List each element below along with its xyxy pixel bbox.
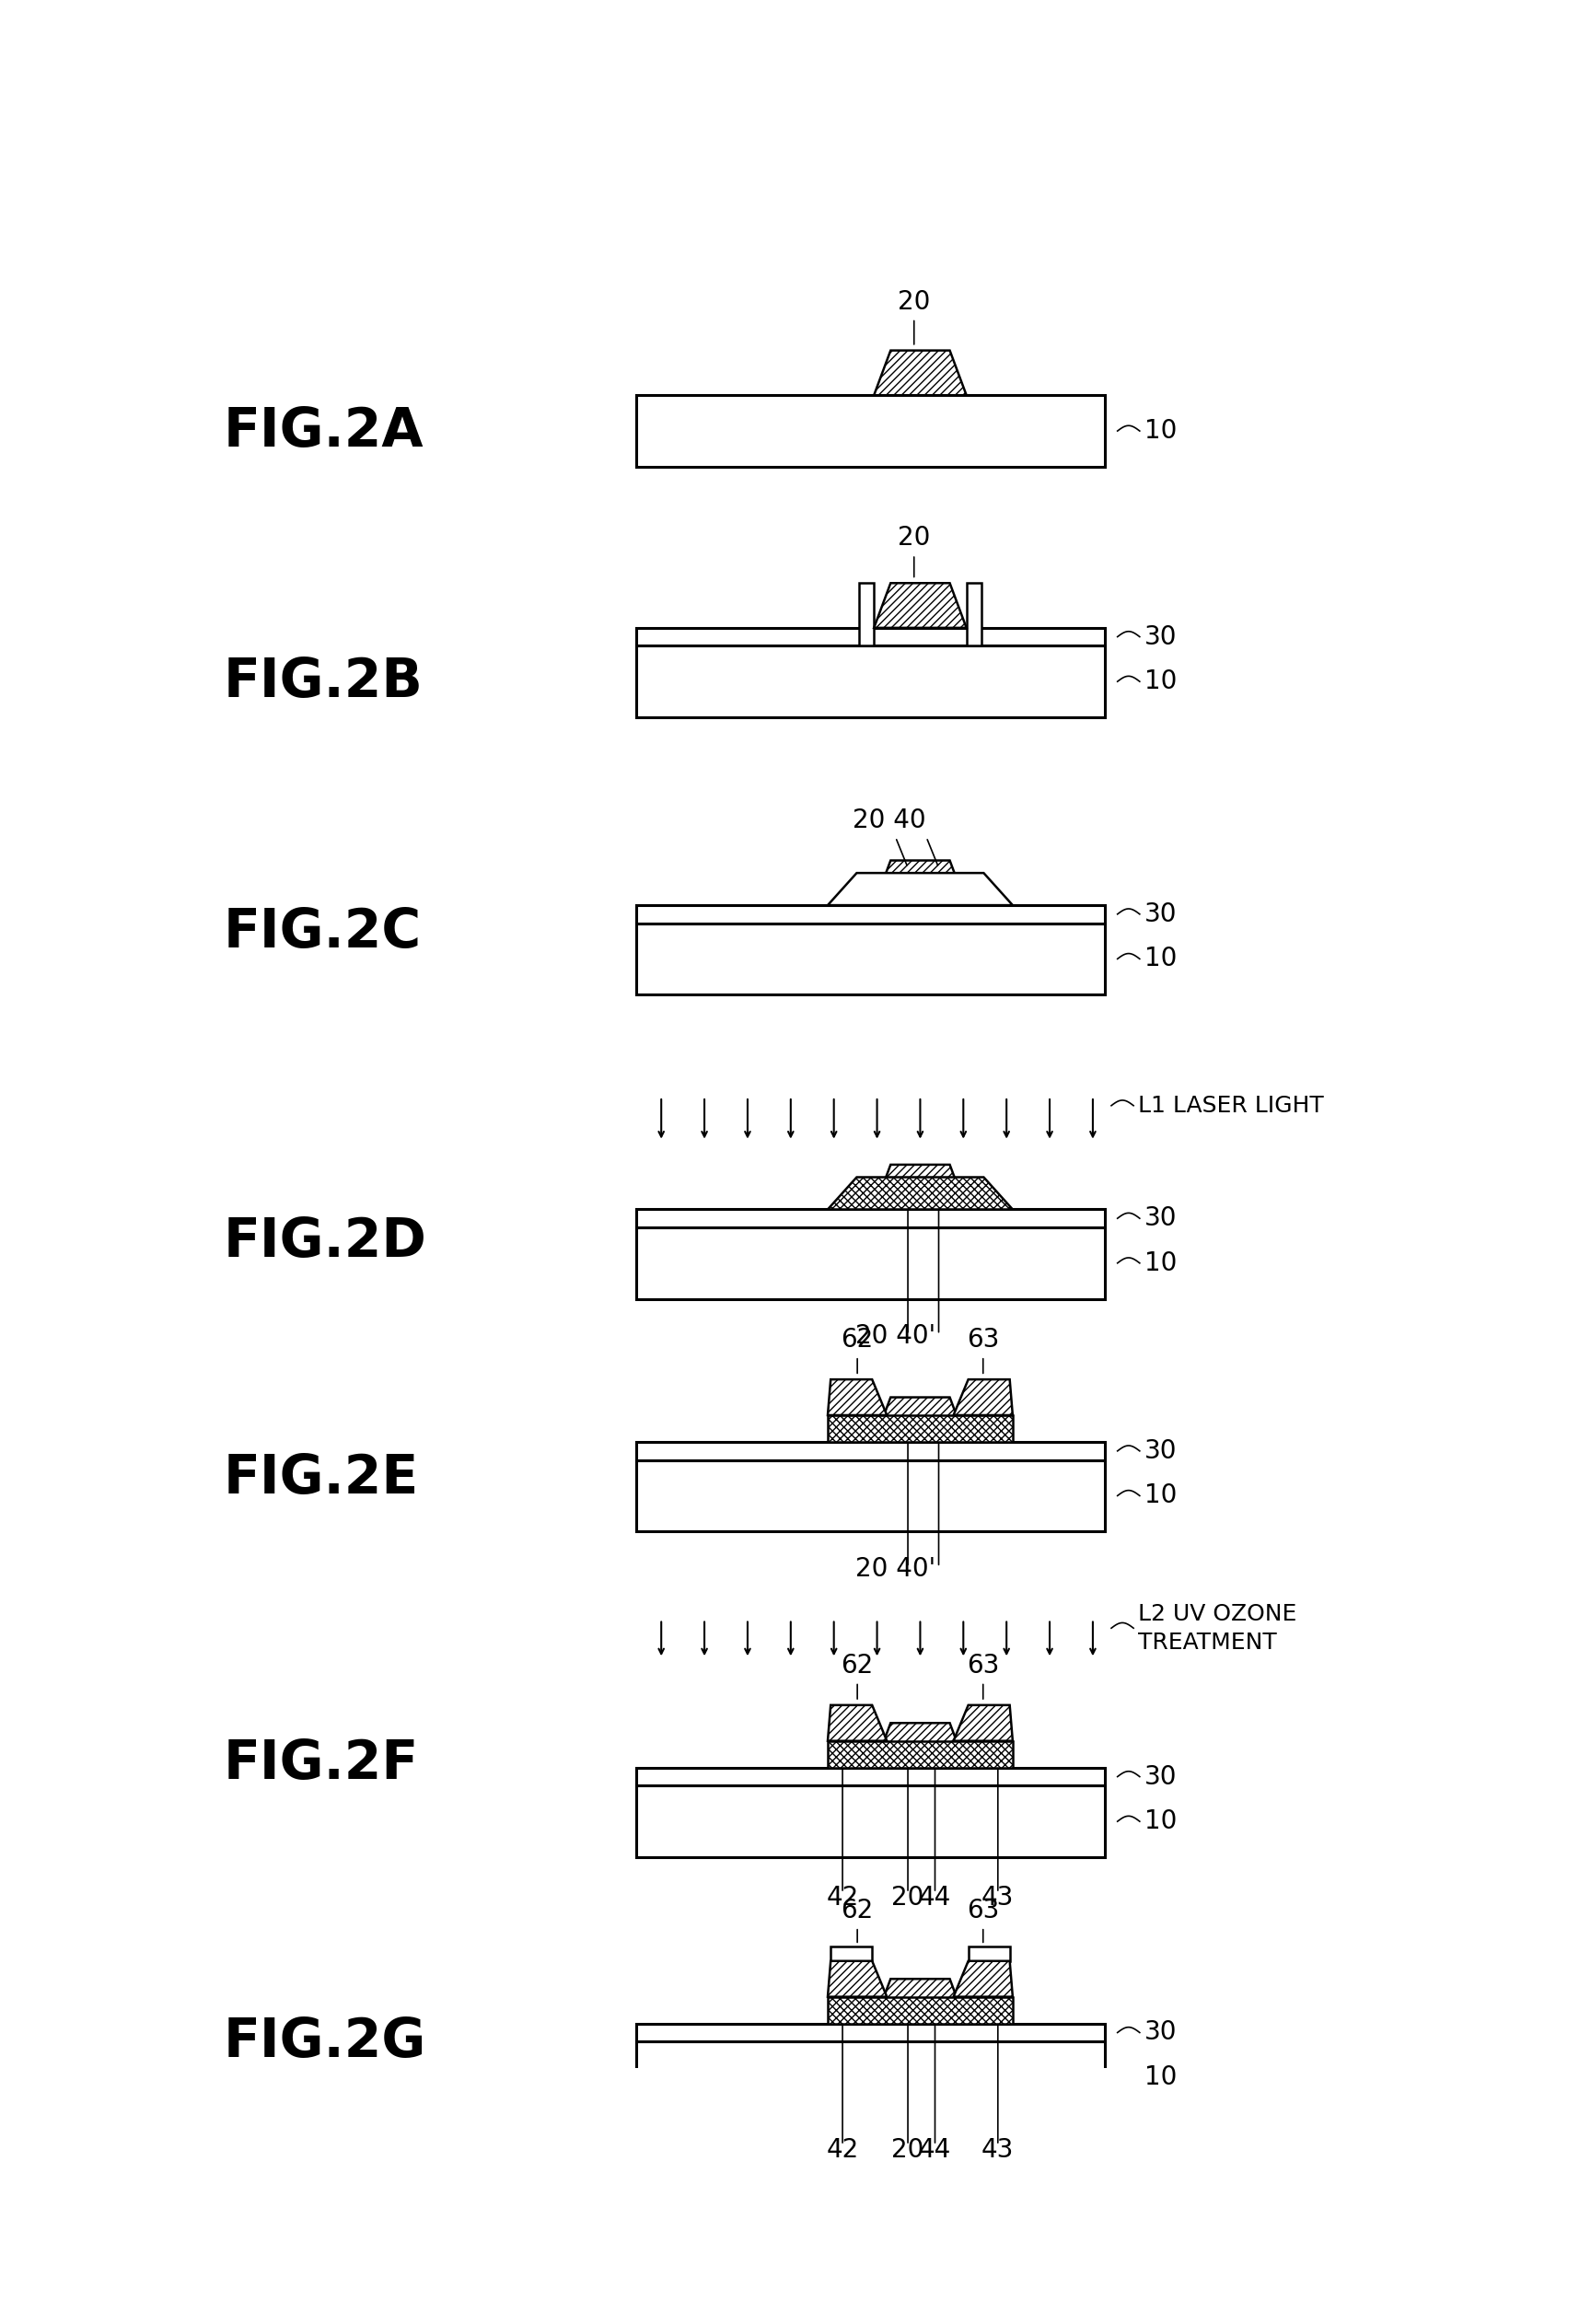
Text: FIG.2E: FIG.2E <box>223 1452 418 1504</box>
Polygon shape <box>953 1380 1012 1415</box>
Polygon shape <box>873 1722 966 1769</box>
Polygon shape <box>873 1164 966 1208</box>
Polygon shape <box>827 1706 886 1741</box>
Text: 30: 30 <box>1144 1206 1177 1232</box>
Bar <box>636 1208 1106 1227</box>
Polygon shape <box>827 1178 1012 1208</box>
Text: 20 40': 20 40' <box>856 1322 936 1348</box>
Bar <box>636 395 1106 467</box>
Polygon shape <box>827 1380 886 1415</box>
Bar <box>636 646 1106 718</box>
Text: FIG.2G: FIG.2G <box>223 2015 426 2068</box>
Text: FIG.2B: FIG.2B <box>223 655 423 709</box>
Polygon shape <box>953 1706 1012 1741</box>
Text: 44: 44 <box>918 1885 951 1910</box>
Text: 62: 62 <box>842 1327 873 1353</box>
Text: 63: 63 <box>967 1327 999 1353</box>
Text: 42: 42 <box>826 2138 859 2164</box>
Text: 30: 30 <box>1144 1764 1177 1789</box>
Text: FIG.2D: FIG.2D <box>223 1215 426 1269</box>
Text: 10: 10 <box>1144 1483 1177 1508</box>
Bar <box>636 2040 1106 2113</box>
Text: 42: 42 <box>826 1885 859 1910</box>
Bar <box>636 923 1106 995</box>
Text: 20: 20 <box>891 2138 924 2164</box>
Bar <box>636 1441 1106 1459</box>
Text: 20: 20 <box>891 1885 924 1910</box>
Polygon shape <box>873 860 966 904</box>
Text: 10: 10 <box>1144 2064 1177 2089</box>
Text: 10: 10 <box>1144 946 1177 971</box>
Bar <box>636 1785 1106 1857</box>
Text: FIG.2F: FIG.2F <box>223 1738 418 1789</box>
Text: L1 LASER LIGHT: L1 LASER LIGHT <box>1139 1095 1324 1116</box>
Polygon shape <box>827 1996 1012 2024</box>
Bar <box>636 904 1106 923</box>
Bar <box>969 1948 1010 1961</box>
Text: 20 40: 20 40 <box>853 809 926 834</box>
Polygon shape <box>827 874 1012 904</box>
Polygon shape <box>827 1961 886 1996</box>
Bar <box>636 1227 1106 1299</box>
Text: 10: 10 <box>1144 1250 1177 1276</box>
Bar <box>859 583 873 646</box>
Text: 10: 10 <box>1144 418 1177 444</box>
Polygon shape <box>873 1397 966 1441</box>
Text: 62: 62 <box>842 1652 873 1678</box>
Polygon shape <box>873 1980 966 2024</box>
Text: 63: 63 <box>967 1652 999 1678</box>
Polygon shape <box>873 351 966 395</box>
Polygon shape <box>953 1961 1012 1996</box>
Bar <box>636 1459 1106 1532</box>
Text: 30: 30 <box>1144 1439 1177 1464</box>
Bar <box>636 2024 1106 2040</box>
Bar <box>831 1948 872 1961</box>
Text: FIG.2A: FIG.2A <box>223 404 423 458</box>
Text: 43: 43 <box>982 1885 1013 1910</box>
Text: 20: 20 <box>897 288 931 314</box>
Text: 10: 10 <box>1144 1808 1177 1834</box>
Text: 30: 30 <box>1144 902 1177 927</box>
Text: 62: 62 <box>842 1899 873 1924</box>
Text: TREATMENT: TREATMENT <box>1139 1631 1278 1652</box>
Text: L2 UV OZONE: L2 UV OZONE <box>1139 1604 1297 1624</box>
Text: 20: 20 <box>897 525 931 551</box>
Text: FIG.2C: FIG.2C <box>223 906 422 957</box>
Polygon shape <box>827 1415 1012 1441</box>
Text: 43: 43 <box>982 2138 1013 2164</box>
Text: 20 40': 20 40' <box>856 1555 936 1583</box>
Polygon shape <box>873 583 966 627</box>
Text: 30: 30 <box>1144 2020 1177 2045</box>
Text: 10: 10 <box>1144 669 1177 695</box>
Bar <box>636 627 1106 646</box>
Text: 30: 30 <box>1144 623 1177 651</box>
Bar <box>966 583 982 646</box>
Polygon shape <box>827 1741 1012 1769</box>
Text: 63: 63 <box>967 1899 999 1924</box>
Bar <box>636 1769 1106 1785</box>
Text: 44: 44 <box>918 2138 951 2164</box>
